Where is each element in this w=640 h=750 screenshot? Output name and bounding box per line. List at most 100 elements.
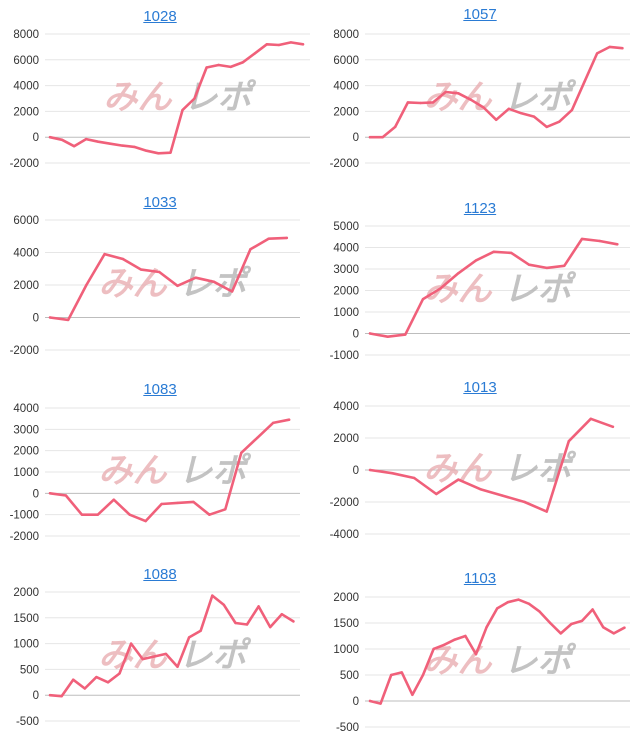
chart-title-link[interactable]: 1013 (463, 379, 497, 396)
series-line (368, 237, 619, 338)
data-point (368, 699, 372, 703)
chart-title-link[interactable]: 1088 (143, 566, 177, 583)
series-line (368, 45, 624, 139)
data-point (118, 672, 121, 675)
y-tick-label: 8000 (333, 29, 359, 41)
data-point (253, 52, 256, 55)
data-point (527, 602, 531, 605)
data-point (230, 290, 234, 293)
data-point (616, 243, 619, 246)
data-point (245, 623, 249, 626)
data-point (192, 500, 195, 504)
data-point (287, 418, 291, 421)
data-point (224, 508, 227, 511)
series-line (48, 41, 305, 155)
y-tick-label: 2000 (13, 106, 39, 118)
data-point (208, 513, 211, 516)
data-point (48, 694, 52, 697)
y-tick-label: 2000 (13, 446, 39, 458)
y-tick-label: 4000 (13, 81, 39, 93)
data-point (545, 266, 548, 270)
data-point (212, 280, 216, 283)
data-point (96, 513, 100, 516)
data-point (404, 333, 407, 336)
data-point (194, 276, 197, 279)
chart-title-link[interactable]: 1033 (143, 194, 177, 211)
data-point (570, 108, 574, 112)
data-point (60, 138, 64, 141)
data-point (176, 501, 179, 505)
data-point (160, 502, 163, 506)
y-tick-label: 2000 (13, 587, 39, 599)
data-point (176, 284, 179, 287)
data-point (386, 335, 389, 338)
data-point (153, 655, 156, 658)
watermark-logo: みん レポ (424, 641, 577, 681)
data-point (549, 621, 552, 625)
data-point (241, 61, 244, 64)
data-point (390, 472, 394, 475)
y-tick-label: 2000 (333, 106, 359, 118)
data-point (474, 653, 478, 656)
data-point (510, 251, 513, 255)
data-point (128, 513, 131, 516)
data-point (379, 702, 382, 705)
data-point (595, 52, 599, 55)
data-point (267, 237, 270, 240)
data-point (83, 687, 87, 690)
y-tick-label: 3000 (13, 424, 39, 436)
y-tick-label: 0 (33, 690, 39, 702)
chart-panel-1088: 1088 -500 0 500 1000 1500 2000 みん レポ (0, 564, 320, 750)
y-tick-label: -1000 (330, 350, 359, 362)
data-point (501, 494, 504, 497)
data-point (538, 610, 541, 613)
data-point (591, 608, 594, 611)
data-point (144, 519, 147, 523)
y-tick-label: 6000 (13, 55, 39, 67)
data-point (181, 108, 184, 112)
data-point (269, 625, 272, 629)
data-point (292, 620, 295, 623)
y-tick-label: 4000 (333, 401, 359, 413)
watermark-part-1: みん (104, 78, 173, 118)
data-point (439, 287, 442, 290)
data-point (523, 500, 526, 504)
data-point (457, 478, 460, 481)
chart-title-link[interactable]: 1028 (143, 8, 177, 25)
y-tick-label: -2000 (10, 531, 39, 543)
data-point (598, 239, 601, 243)
data-point (432, 647, 435, 651)
data-point (394, 125, 397, 129)
data-point (457, 92, 460, 95)
data-point (141, 657, 144, 661)
watermark-logo: みん レポ (424, 270, 577, 310)
data-point (257, 605, 260, 608)
y-tick-label: -4000 (330, 529, 359, 541)
data-point (464, 634, 467, 638)
data-point (368, 468, 372, 472)
chart-title-link[interactable]: 1103 (463, 570, 497, 587)
data-point (496, 607, 499, 610)
y-tick-label: 2000 (333, 433, 359, 445)
data-point (545, 125, 548, 129)
data-point (85, 283, 88, 287)
data-point (139, 268, 143, 271)
chart-title-link[interactable]: 1123 (463, 200, 497, 217)
data-point (559, 632, 562, 635)
line-chart-1083: -2000 -1000 0 1000 2000 3000 4000 みん レポ (10, 403, 300, 543)
data-point (217, 63, 220, 67)
y-tick-label: -500 (336, 722, 359, 734)
data-point (482, 106, 485, 109)
chart-title-link[interactable]: 1057 (463, 6, 497, 23)
watermark-part-1: みん (99, 451, 168, 491)
data-point (72, 678, 75, 681)
chart-title-link[interactable]: 1083 (143, 381, 177, 398)
data-point (507, 107, 510, 111)
data-point (285, 236, 288, 240)
data-point (229, 65, 232, 69)
data-point (602, 626, 605, 629)
data-point (277, 43, 281, 47)
data-point (527, 263, 531, 266)
